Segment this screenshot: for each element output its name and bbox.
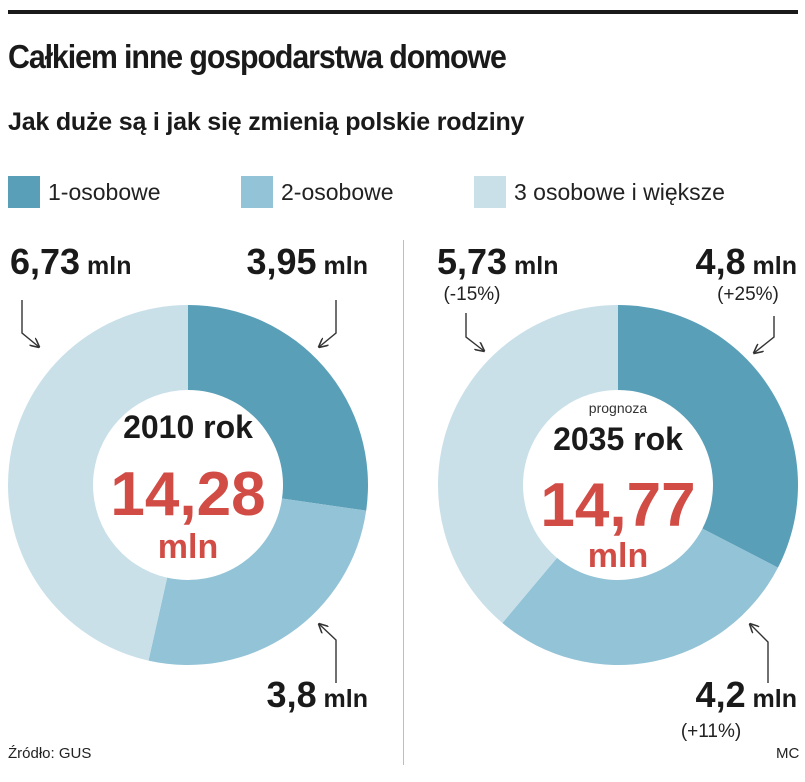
legend-label-3-osobowe: 3 osobowe i większe (514, 178, 725, 205)
slice-3-osobowe-chart-2 (438, 305, 618, 623)
leader-arrow-3-osobowe-chart-2 (465, 313, 484, 351)
legend-label-1-osobowe: 1-osobowe (48, 178, 161, 205)
value-label-3-osobowe-chart-2: 5,73 mln (437, 241, 558, 282)
legend-swatch-2-osobowe (241, 176, 273, 208)
author-credit: MC (776, 745, 800, 762)
change-label-2-osobowe-chart-2: (+11%) (681, 721, 741, 742)
value-label-1-osobowe-chart-2: 4,8 mln (696, 241, 797, 282)
slice-2-osobowe-chart-2 (502, 528, 778, 665)
leader-arrow-3-osobowe-chart-1 (21, 300, 39, 347)
leader-arrow-2-osobowe-chart-1 (319, 624, 337, 683)
change-label-3-osobowe-chart-2: (-15%) (443, 284, 500, 305)
leader-arrow-1-osobowe-chart-1 (319, 300, 337, 347)
legend: 1-osobowe 2-osobowe 3 osobowe i większe (8, 172, 803, 212)
year-label-chart-1: 2010 rok (123, 409, 253, 445)
value-label-2-osobowe-chart-2: 4,2 mln (696, 674, 797, 715)
value-label-2-osobowe-chart-1: 3,8 mln (267, 674, 368, 715)
panel-divider (403, 240, 404, 765)
chart-title: Całkiem inne gospodarstwa domowe (8, 38, 507, 75)
slice-1-osobowe-chart-1 (188, 305, 369, 511)
legend-item-2-osobowe: 2-osobowe (241, 172, 394, 212)
total-unit-chart-2: mln (588, 537, 648, 575)
slice-1-osobowe-chart-2 (618, 305, 799, 568)
top-rule (8, 10, 798, 14)
legend-swatch-1-osobowe (8, 176, 40, 208)
year-label-chart-2: 2035 rok (553, 421, 683, 457)
slice-3-osobowe-chart-1 (7, 305, 188, 661)
value-label-1-osobowe-chart-1: 3,95 mln (247, 241, 368, 282)
total-unit-chart-1: mln (158, 528, 218, 566)
leader-arrow-2-osobowe-chart-2 (750, 624, 769, 683)
forecast-label: prognoza (589, 400, 648, 416)
legend-item-3-osobowe: 3 osobowe i większe (474, 172, 725, 212)
total-value-chart-1: 14,28 (110, 460, 265, 529)
change-label-1-osobowe-chart-2: (+25%) (717, 284, 779, 305)
leader-arrow-1-osobowe-chart-2 (754, 316, 775, 353)
legend-label-2-osobowe: 2-osobowe (281, 178, 394, 205)
value-label-3-osobowe-chart-1: 6,73 mln (10, 241, 131, 282)
total-value-chart-2: 14,77 (540, 471, 695, 540)
slice-2-osobowe-chart-1 (148, 498, 367, 666)
legend-item-1-osobowe: 1-osobowe (8, 172, 161, 212)
chart-subtitle: Jak duże są i jak się zmienią polskie ro… (8, 108, 525, 136)
source-note: Źródło: GUS (8, 745, 92, 762)
legend-swatch-3-osobowe (474, 176, 506, 208)
